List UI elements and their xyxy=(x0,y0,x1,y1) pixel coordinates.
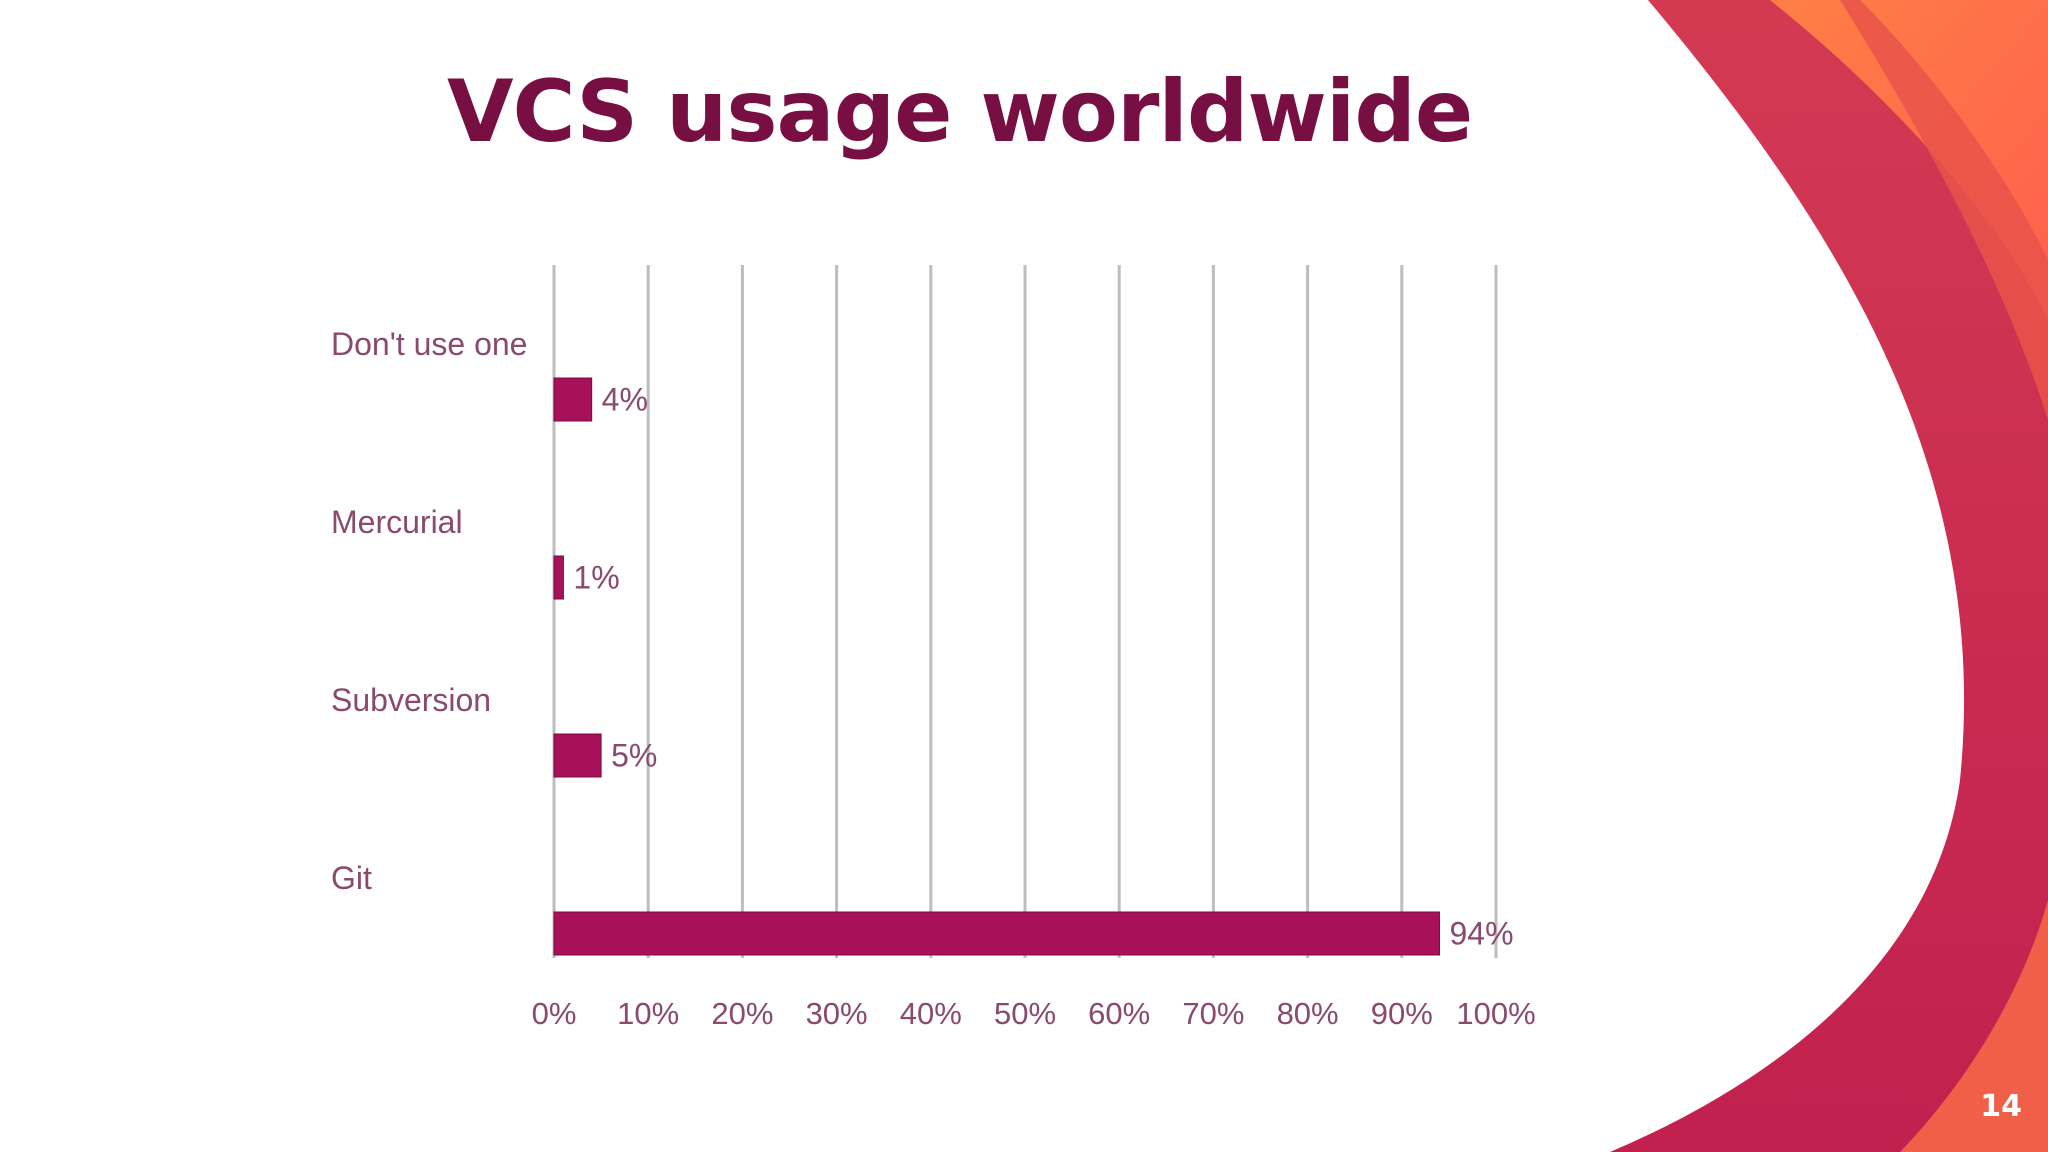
x-tick-label: 30% xyxy=(806,996,868,1031)
deco-swoosh-dark xyxy=(1610,0,2048,1152)
category-label: Git xyxy=(331,860,372,896)
x-tick-label: 20% xyxy=(711,996,773,1031)
bar xyxy=(553,377,593,422)
value-labels: 4% 1% 5% 94% xyxy=(573,382,1513,952)
bar xyxy=(553,555,564,600)
category-label: Mercurial xyxy=(331,504,463,540)
chart-bars xyxy=(553,377,1440,956)
x-tick-label: 0% xyxy=(532,996,577,1031)
data-label: 5% xyxy=(611,738,657,774)
slide-title: VCS usage worldwide xyxy=(447,62,1473,162)
category-label: Don't use one xyxy=(331,326,527,362)
data-label: 4% xyxy=(602,382,648,418)
data-label: 1% xyxy=(573,560,619,596)
data-label: 94% xyxy=(1449,916,1513,952)
x-tick-label: 70% xyxy=(1182,996,1244,1031)
x-tick-label: 100% xyxy=(1456,996,1535,1031)
x-tick-label: 80% xyxy=(1277,996,1339,1031)
x-tick-label: 60% xyxy=(1088,996,1150,1031)
x-tick-label: 10% xyxy=(617,996,679,1031)
deco-swoosh-mid xyxy=(1840,0,2048,420)
deco-swoosh-lower xyxy=(1900,900,2048,1152)
bar xyxy=(553,911,1440,956)
page-number: 14 xyxy=(1980,1089,2022,1124)
x-tick-label: 40% xyxy=(900,996,962,1031)
x-tick-label: 50% xyxy=(994,996,1056,1031)
x-axis-tick-labels: 0% 10% 20% 30% 40% 50% 60% 70% 80% 90% 100% xyxy=(532,996,1536,1031)
category-label: Subversion xyxy=(331,682,491,718)
bar xyxy=(553,733,602,778)
chart-gridlines xyxy=(552,265,1498,958)
x-tick-label: 90% xyxy=(1371,996,1433,1031)
deco-swoosh-light xyxy=(1770,0,2048,320)
category-labels: Don't use one Mercurial Subversion Git xyxy=(331,326,527,896)
